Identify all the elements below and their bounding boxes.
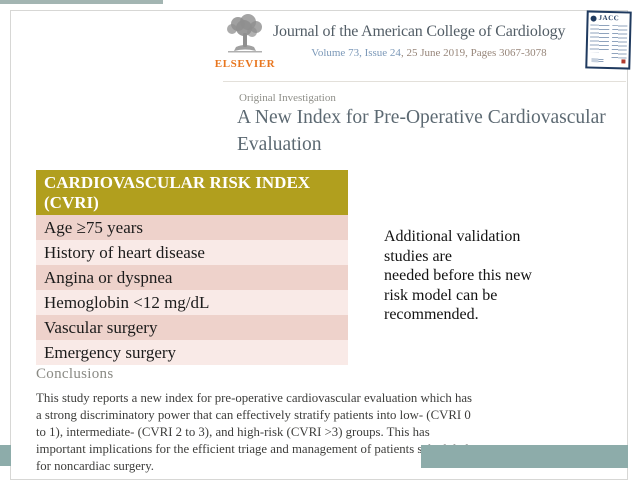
cvri-row-history: History of heart disease [36, 240, 348, 265]
jacc-logo-circle-icon [590, 15, 597, 22]
volume-issue-link[interactable]: Volume 73, Issue 24 [311, 47, 401, 59]
cvri-table-header: CARDIOVASCULAR RISK INDEX (CVRI) [36, 170, 348, 215]
issue-date-pages: , 25 June 2019, Pages 3067-3078 [400, 47, 547, 59]
cover-footer [591, 58, 626, 64]
cvri-row-age: Age ≥75 years [36, 215, 348, 240]
cvri-row-angina: Angina or dyspnea [36, 265, 348, 290]
jacc-masthead-row: JACC [590, 13, 627, 23]
cvri-row-vascular: Vascular surgery [36, 315, 348, 340]
jacc-masthead: JACC [598, 13, 620, 23]
conclusions-heading: Conclusions [36, 366, 114, 382]
journal-name: Journal of the American College of Cardi… [273, 23, 566, 40]
right-teal-accent [421, 445, 628, 468]
journal-screenshot-panel: ELSEVIER Journal of the American College… [10, 10, 632, 480]
header-divider [223, 81, 626, 82]
elsevier-wordmark: ELSEVIER [214, 58, 276, 70]
cvri-row-hemoglobin: Hemoglobin <12 mg/dL [36, 290, 348, 315]
cvri-table: CARDIOVASCULAR RISK INDEX (CVRI) Age ≥75… [36, 170, 348, 365]
slide-top-accent-line [0, 0, 163, 4]
cover-red-accent [621, 58, 626, 63]
left-teal-accent [0, 445, 11, 466]
cvri-row-emergency: Emergency surgery [36, 340, 348, 365]
article-category: Original Investigation [239, 92, 336, 104]
jacc-cover-thumbnail: JACC [585, 10, 632, 70]
callout-text: Additional validation studies are needed… [384, 228, 532, 323]
cover-toc-columns [589, 24, 628, 59]
elsevier-tree-icon [227, 14, 262, 53]
cover-footer-lines [591, 58, 604, 63]
article-title: A New Index for Pre-Operative Cardiovasc… [237, 107, 606, 155]
conclusions-body: This study reports a new index for pre-o… [36, 391, 473, 473]
volume-line: Volume 73, Issue 24, 25 June 2019, Pages… [269, 47, 589, 59]
elsevier-logo: ELSEVIER [213, 13, 277, 70]
cover-toc-lines-right [611, 25, 628, 59]
cover-toc-lines-left [589, 24, 609, 53]
